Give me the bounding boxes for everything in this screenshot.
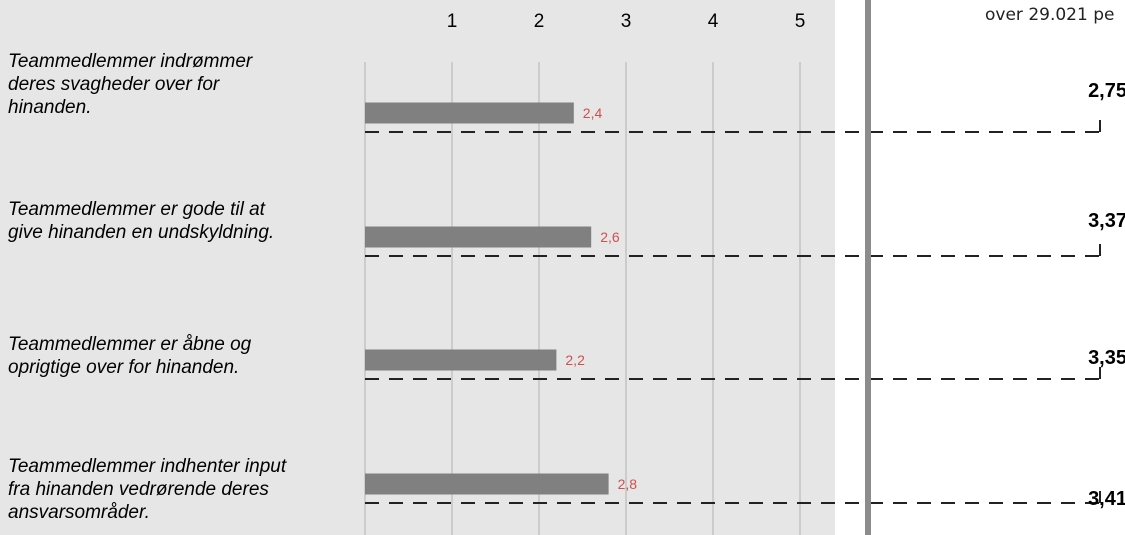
benchmark-value-4: 3,41 [1088,488,1125,510]
benchmark-header: over 29.021 pe [985,5,1115,25]
bar-2 [365,226,592,248]
question-label-3: Teammedlemmer er åbne og oprigtige over … [8,334,252,378]
bar-value-label-1: 2,4 [583,105,603,121]
x-tick-label-4: 4 [708,11,719,32]
question-label-2: Teammedlemmer er gode til at give hinand… [8,199,275,243]
x-tick-label-2: 2 [534,11,545,32]
benchmark-value-3: 3,35 [1088,347,1125,369]
bar-value-label-2: 2,6 [600,229,620,245]
x-tick-label-5: 5 [795,11,806,32]
bar-1 [365,102,574,124]
x-tick-label-3: 3 [621,11,632,32]
benchmark-value-2: 3,37 [1088,210,1125,232]
bar-value-label-4: 2,8 [618,476,638,492]
chart-panel [0,0,835,535]
bar-3 [365,349,557,371]
question-label-4: Teammedlemmer indhenter input fra hinand… [8,456,287,523]
benchmark-value-1: 2,75 [1088,80,1125,102]
x-tick-label-1: 1 [447,11,458,32]
bar-value-label-3: 2,2 [565,352,585,368]
panel-divider [865,0,871,535]
bar-4 [365,473,609,495]
question-label-1: Teammedlemmer indrømmer deres svagheder … [8,51,253,118]
